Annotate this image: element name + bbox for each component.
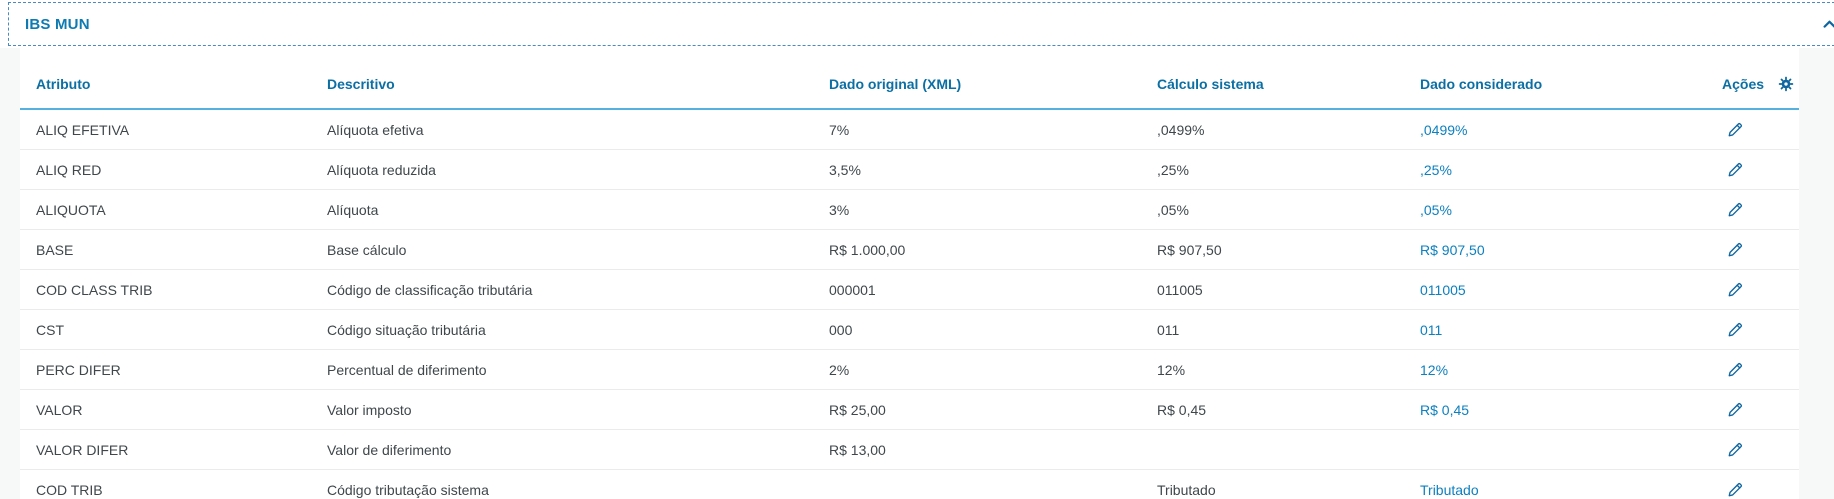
cell-dado-original: 2% <box>829 361 850 378</box>
cell-acoes <box>1722 319 1799 341</box>
chevron-up-icon[interactable] <box>1818 13 1834 35</box>
cell-acoes <box>1722 239 1799 261</box>
cell-acoes <box>1722 119 1799 141</box>
cell-acoes <box>1722 199 1799 221</box>
table-header-row: Atributo Descritivo Dado original (XML) … <box>20 48 1799 110</box>
cell-atributo: ALIQUOTA <box>36 201 106 218</box>
cell-dado-considerado: R$ 907,50 <box>1420 241 1485 258</box>
table-row: COD CLASS TRIB Código de classificação t… <box>20 270 1799 310</box>
cell-descritivo: Valor de diferimento <box>327 441 452 458</box>
pencil-edit-icon[interactable] <box>1724 479 1746 499</box>
cell-dado-original: R$ 25,00 <box>829 401 886 418</box>
cell-atributo: COD TRIB <box>36 481 103 498</box>
panel-header-band: IBS MUN <box>0 0 1834 48</box>
attributes-table: Atributo Descritivo Dado original (XML) … <box>20 48 1799 499</box>
cell-calculo-sistema: 011005 <box>1157 281 1203 298</box>
pencil-edit-icon[interactable] <box>1724 399 1746 421</box>
cell-atributo: ALIQ RED <box>36 161 102 178</box>
cell-acoes <box>1722 399 1799 421</box>
column-header-acoes-label: Ações <box>1722 76 1765 92</box>
cell-atributo: BASE <box>36 241 74 258</box>
cell-atributo: PERC DIFER <box>36 361 121 378</box>
cell-calculo-sistema: 12% <box>1157 361 1186 378</box>
pencil-edit-icon[interactable] <box>1724 199 1746 221</box>
cell-atributo: ALIQ EFETIVA <box>36 121 130 138</box>
column-header-acoes: Ações <box>1722 76 1803 92</box>
cell-dado-considerado: Tributado <box>1420 481 1479 498</box>
cell-dado-original: 3% <box>829 201 850 218</box>
pencil-edit-icon[interactable] <box>1724 359 1746 381</box>
pencil-edit-icon[interactable] <box>1724 159 1746 181</box>
cell-dado-considerado: ,0499% <box>1420 121 1468 138</box>
panel-title: IBS MUN <box>25 15 90 33</box>
cell-descritivo: Alíquota <box>327 201 379 218</box>
gear-settings-icon[interactable] <box>1778 76 1794 92</box>
table-row: CST Código situação tributária 000 011 0… <box>20 310 1799 350</box>
cell-calculo-sistema: R$ 907,50 <box>1157 241 1222 258</box>
column-header-calculo-sistema: Cálculo sistema <box>1157 76 1264 92</box>
cell-descritivo: Alíquota efetiva <box>327 121 424 138</box>
pencil-edit-icon[interactable] <box>1724 319 1746 341</box>
table-row: ALIQ EFETIVA Alíquota efetiva 7% ,0499% … <box>20 110 1799 150</box>
cell-dado-considerado: 011005 <box>1420 281 1466 298</box>
table-row: PERC DIFER Percentual de diferimento 2% … <box>20 350 1799 390</box>
table-row: COD TRIB Código tributação sistema Tribu… <box>20 470 1799 499</box>
column-header-descritivo: Descritivo <box>327 76 395 92</box>
cell-acoes <box>1722 159 1799 181</box>
cell-dado-considerado: 12% <box>1420 361 1449 378</box>
column-header-atributo: Atributo <box>36 76 91 92</box>
cell-descritivo: Percentual de diferimento <box>327 361 487 378</box>
cell-dado-original: 3,5% <box>829 161 861 178</box>
cell-calculo-sistema: ,25% <box>1157 161 1189 178</box>
cell-dado-original: R$ 13,00 <box>829 441 886 458</box>
table-row: VALOR Valor imposto R$ 25,00 R$ 0,45 R$ … <box>20 390 1799 430</box>
column-header-dado-considerado: Dado considerado <box>1420 76 1543 92</box>
cell-descritivo: Base cálculo <box>327 241 407 258</box>
table-row: VALOR DIFER Valor de diferimento R$ 13,0… <box>20 430 1799 470</box>
cell-dado-considerado: R$ 0,45 <box>1420 401 1470 418</box>
cell-acoes <box>1722 439 1799 461</box>
pencil-edit-icon[interactable] <box>1724 119 1746 141</box>
table-row: BASE Base cálculo R$ 1.000,00 R$ 907,50 … <box>20 230 1799 270</box>
cell-dado-original: 000 <box>829 321 853 338</box>
cell-atributo: CST <box>36 321 64 338</box>
cell-atributo: COD CLASS TRIB <box>36 281 153 298</box>
cell-dado-original: 7% <box>829 121 850 138</box>
cell-dado-considerado: ,25% <box>1420 161 1452 178</box>
cell-calculo-sistema: ,0499% <box>1157 121 1205 138</box>
cell-calculo-sistema: ,05% <box>1157 201 1189 218</box>
cell-acoes <box>1722 279 1799 301</box>
cell-descritivo: Valor imposto <box>327 401 412 418</box>
cell-dado-considerado: 011 <box>1420 321 1443 338</box>
cell-dado-original: R$ 1.000,00 <box>829 241 906 258</box>
cell-dado-original: 000001 <box>829 281 876 298</box>
cell-atributo: VALOR DIFER <box>36 441 129 458</box>
cell-descritivo: Código situação tributária <box>327 321 486 338</box>
cell-descritivo: Alíquota reduzida <box>327 161 436 178</box>
pencil-edit-icon[interactable] <box>1724 279 1746 301</box>
collapsible-panel-header[interactable]: IBS MUN <box>8 2 1834 46</box>
cell-calculo-sistema: 011 <box>1157 321 1180 338</box>
pencil-edit-icon[interactable] <box>1724 439 1746 461</box>
cell-calculo-sistema: Tributado <box>1157 481 1216 498</box>
cell-descritivo: Código tributação sistema <box>327 481 489 498</box>
column-header-dado-original: Dado original (XML) <box>829 76 962 92</box>
cell-calculo-sistema: R$ 0,45 <box>1157 401 1207 418</box>
table-body: ALIQ EFETIVA Alíquota efetiva 7% ,0499% … <box>20 110 1799 499</box>
cell-acoes <box>1722 479 1799 499</box>
pencil-edit-icon[interactable] <box>1724 239 1746 261</box>
table-row: ALIQ RED Alíquota reduzida 3,5% ,25% ,25… <box>20 150 1799 190</box>
cell-dado-considerado: ,05% <box>1420 201 1452 218</box>
cell-atributo: VALOR <box>36 401 83 418</box>
table-row: ALIQUOTA Alíquota 3% ,05% ,05% <box>20 190 1799 230</box>
cell-acoes <box>1722 359 1799 381</box>
cell-descritivo: Código de classificação tributária <box>327 281 533 298</box>
